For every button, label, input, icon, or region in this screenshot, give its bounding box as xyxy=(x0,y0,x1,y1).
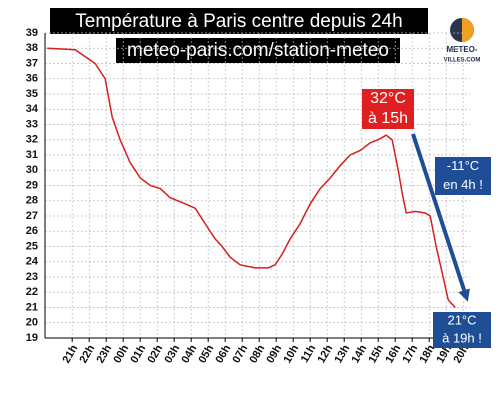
arrow xyxy=(411,133,470,302)
annotation-text: à 15h xyxy=(368,110,408,127)
annotation-text: 32°C xyxy=(370,90,406,107)
y-tick-label: 39 xyxy=(26,27,38,39)
y-tick-label: 32 xyxy=(26,134,38,146)
x-tick-label: 12h xyxy=(315,343,335,366)
y-tick-label: 36 xyxy=(26,73,38,85)
x-tick-label: 05h xyxy=(196,343,216,366)
annotation-box xyxy=(435,157,491,195)
x-tick-label: 16h xyxy=(383,343,403,366)
annotation-text: en 4h ! xyxy=(443,177,483,192)
y-tick-label: 35 xyxy=(26,88,38,100)
y-tick-label: 20 xyxy=(26,317,38,329)
x-tick-label: 07h xyxy=(230,343,250,366)
x-tick-label: 01h xyxy=(128,343,148,366)
chart-title: Température à Paris centre depuis 24h xyxy=(75,11,402,32)
annotation-box xyxy=(433,312,491,348)
y-tick-label: 38 xyxy=(26,42,38,54)
logo: METEO- VILLES.COM xyxy=(444,18,481,64)
title-box xyxy=(50,8,428,34)
x-tick-label: 08h xyxy=(247,343,267,366)
annotation-text: 21°C xyxy=(447,312,476,327)
x-tick-label: 13h xyxy=(332,343,352,366)
x-tick-label: 03h xyxy=(162,343,182,366)
logo-text: VILLES.COM xyxy=(444,58,481,64)
y-tick-label: 31 xyxy=(26,149,38,161)
y-tick-label: 28 xyxy=(26,195,38,207)
x-tick-label: 22h xyxy=(77,343,97,366)
x-tick-label: 04h xyxy=(179,343,199,366)
line xyxy=(47,47,456,309)
y-tick-label: 29 xyxy=(26,179,38,191)
logo-text: METEO- xyxy=(446,45,477,54)
y-tick-label: 22 xyxy=(26,286,38,298)
annotation-text: à 19h ! xyxy=(442,330,482,345)
x-tick-label: 15h xyxy=(366,343,386,366)
y-tick-label: 30 xyxy=(26,164,38,176)
chart-subtitle: meteo-paris.com/station-meteo xyxy=(127,40,389,61)
x-tick-label: 23h xyxy=(94,343,114,366)
x-tick-label: 00h xyxy=(111,343,131,366)
x-tick-label: 06h xyxy=(213,343,233,366)
y-tick-label: 25 xyxy=(26,240,38,252)
x-tick-label: 14h xyxy=(349,343,369,366)
y-tick-label: 21 xyxy=(26,301,38,313)
subtitle-box xyxy=(116,38,400,63)
y-tick-label: 34 xyxy=(26,103,39,115)
y-tick-label: 23 xyxy=(26,271,38,283)
y-tick-label: 33 xyxy=(26,118,38,130)
x-tick-label: 10h xyxy=(281,343,301,366)
x-tick-label: 09h xyxy=(264,343,284,366)
y-tick-label: 19 xyxy=(26,332,38,344)
y-tick-label: 37 xyxy=(26,57,38,69)
x-tick-label: 11h xyxy=(299,343,319,365)
x-tick-label: 02h xyxy=(145,343,165,366)
annotation-box xyxy=(362,89,414,129)
x-tick-label: 17h xyxy=(400,343,420,366)
annotation-text: -11°C xyxy=(447,158,479,173)
y-tick-label: 27 xyxy=(26,210,38,222)
y-tick-label: 26 xyxy=(26,225,38,237)
y-tick-label: 24 xyxy=(26,256,39,268)
x-tick-label: 21h xyxy=(60,343,80,366)
